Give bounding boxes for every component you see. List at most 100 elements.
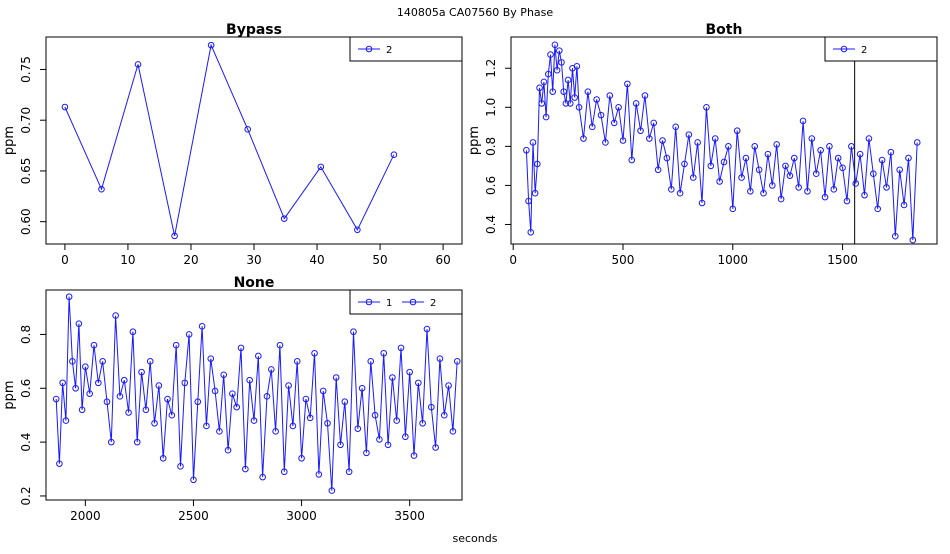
data-point	[769, 182, 776, 189]
data-point	[328, 487, 336, 494]
y-tick-label: 1.2	[484, 59, 498, 78]
data-point	[542, 113, 550, 121]
data-point	[588, 123, 596, 131]
x-tick-label: 30	[246, 253, 261, 267]
legend-marker	[409, 298, 417, 306]
data-point	[549, 88, 557, 95]
data-point	[220, 371, 228, 379]
x-axis-label: seconds	[453, 532, 498, 545]
data-point	[272, 428, 279, 435]
data-point	[843, 197, 851, 205]
data-point	[211, 387, 219, 395]
data-point	[341, 398, 349, 406]
data-point	[663, 154, 671, 162]
data-point	[597, 111, 605, 119]
data-point	[698, 199, 706, 207]
data-point	[72, 384, 79, 392]
data-point	[406, 368, 413, 376]
x-tick-label: 2500	[178, 509, 209, 523]
data-point	[95, 379, 102, 387]
x-tick-label: 1000	[718, 253, 749, 267]
data-point	[729, 205, 737, 213]
data-point	[293, 358, 301, 365]
data-point	[194, 398, 202, 406]
data-point	[821, 193, 829, 201]
data-point	[198, 323, 206, 330]
data-point	[795, 184, 802, 191]
data-point	[190, 476, 197, 484]
legend-marker	[365, 298, 373, 306]
data-point	[142, 406, 150, 414]
y-tick-label: 0.2	[19, 486, 33, 505]
data-point	[371, 411, 379, 419]
data-point	[384, 441, 392, 449]
data-point	[332, 374, 340, 381]
data-point	[755, 166, 763, 174]
data-point	[538, 100, 546, 107]
data-point	[285, 382, 292, 389]
data-point	[423, 325, 431, 333]
data-point	[172, 341, 180, 349]
data-point	[52, 395, 60, 403]
data-point	[720, 158, 728, 166]
data-point	[276, 341, 284, 349]
data-point	[99, 358, 106, 365]
data-point	[751, 143, 759, 150]
data-point	[125, 409, 132, 416]
data-point	[393, 417, 401, 424]
data-point	[848, 143, 855, 150]
data-point	[540, 78, 548, 86]
legend-label: 2	[386, 45, 392, 56]
data-point	[834, 154, 842, 162]
data-point	[367, 358, 375, 365]
data-point	[134, 61, 142, 68]
data-point	[402, 433, 409, 441]
data-point	[742, 154, 750, 162]
y-tick-label: 0.4	[19, 433, 33, 452]
data-point	[913, 139, 921, 146]
data-point	[397, 344, 405, 352]
data-point	[525, 197, 532, 205]
data-point	[799, 117, 807, 125]
data-point	[632, 100, 640, 107]
data-point	[760, 189, 767, 197]
data-point	[440, 411, 448, 419]
data-point	[112, 312, 119, 319]
data-point	[575, 104, 583, 111]
data-point	[676, 189, 684, 197]
plot-title-1: Both	[706, 22, 743, 38]
x-tick-label: 3000	[286, 509, 317, 523]
data-point	[615, 104, 622, 111]
data-point	[804, 187, 811, 195]
data-point	[606, 92, 614, 99]
data-point	[531, 189, 539, 197]
data-point	[298, 454, 305, 462]
y-tick-label: 0.6	[19, 379, 33, 398]
data-point	[830, 186, 838, 193]
data-point	[777, 195, 785, 203]
x-tick-label: 10	[120, 253, 135, 267]
data-point	[571, 94, 578, 101]
plot-title-2: None	[234, 275, 275, 291]
data-point	[376, 436, 383, 443]
plot-frame-1	[510, 36, 938, 245]
data-point	[545, 70, 552, 78]
data-point	[826, 143, 833, 150]
data-point	[786, 172, 794, 179]
data-point	[593, 96, 600, 103]
data-point	[263, 393, 271, 400]
data-point	[839, 164, 846, 172]
data-point	[738, 174, 745, 181]
data-point	[865, 135, 873, 142]
data-point	[267, 366, 275, 373]
data-point	[427, 403, 435, 411]
legend-label: 2	[430, 298, 436, 309]
series-line-1	[55, 296, 458, 491]
data-point	[445, 382, 452, 389]
data-point	[244, 126, 251, 133]
data-point	[65, 293, 73, 301]
y-tick-label: 0.70	[19, 107, 33, 134]
data-point	[650, 119, 658, 127]
data-point	[534, 160, 541, 168]
